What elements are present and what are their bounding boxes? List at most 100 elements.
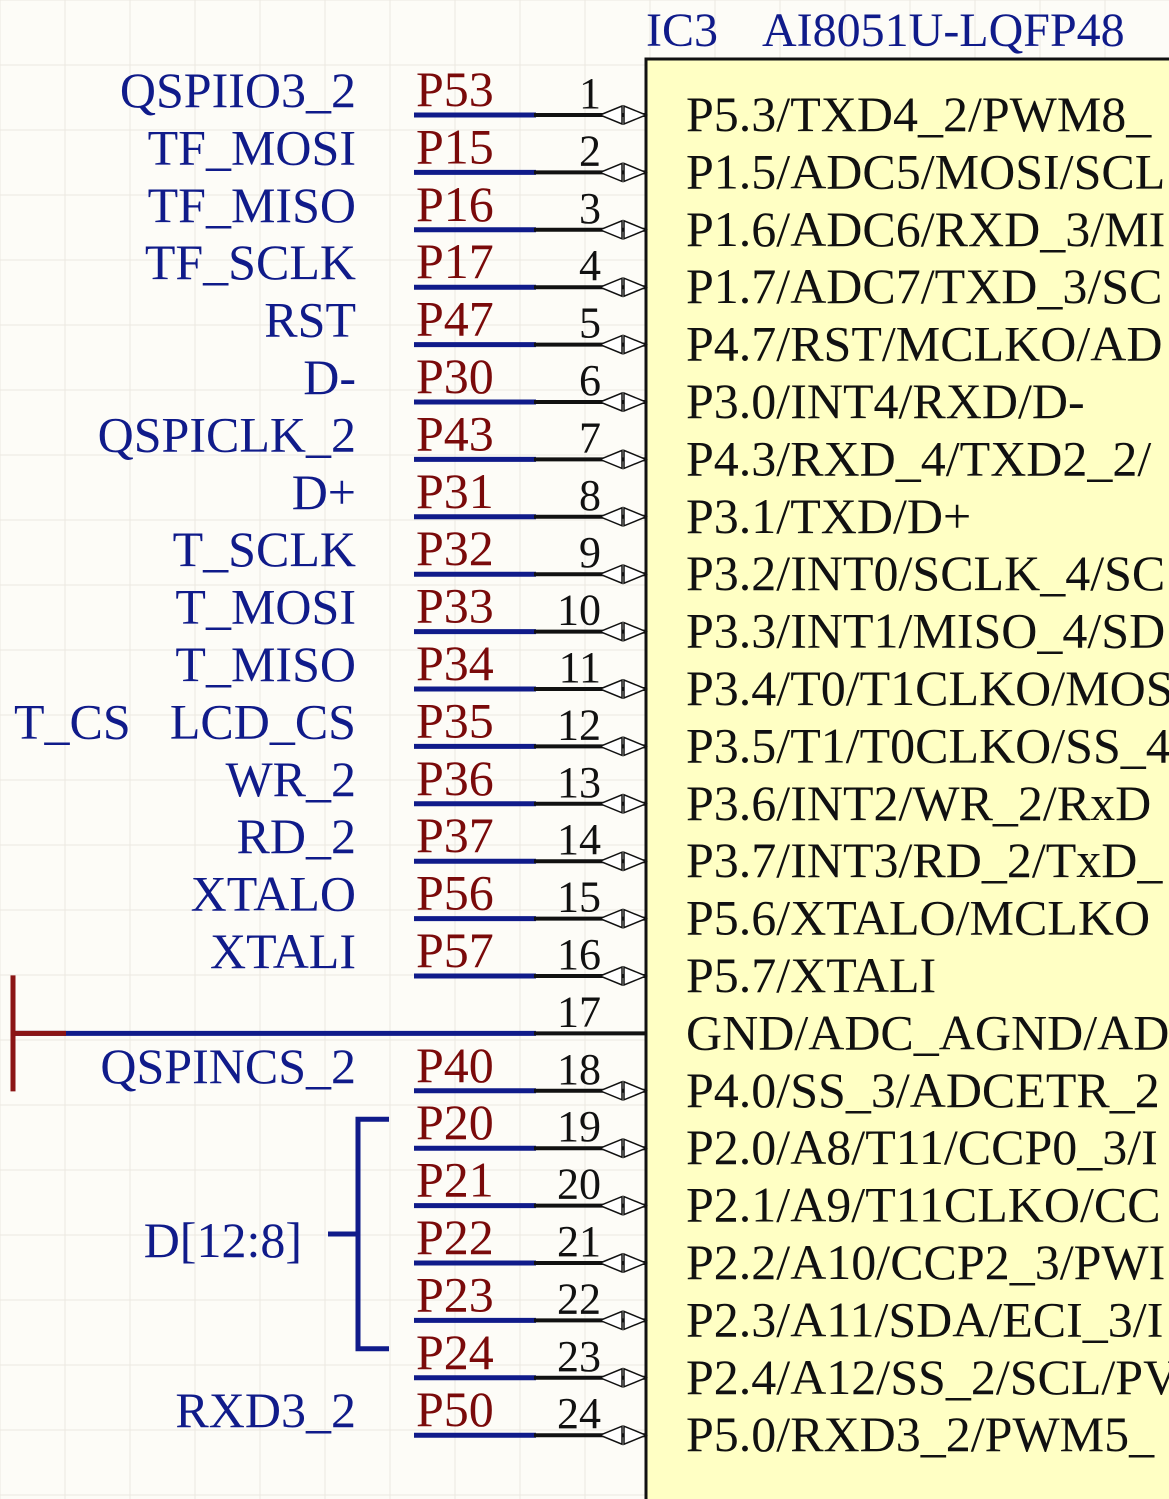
net-name[interactable]: P17 [416,233,494,289]
io-arrow-icon [598,1138,623,1159]
net-name[interactable]: P34 [416,635,494,691]
net-name[interactable]: P37 [416,807,494,863]
net-name[interactable]: P31 [416,463,494,519]
io-arrow-icon [598,564,623,585]
pin-number: 7 [579,413,601,462]
component-designator[interactable]: IC3 [646,4,718,57]
pin-function: P2.4/A12/SS_2/SCL/PV [686,1349,1169,1405]
pin-21[interactable]: 21 P22 P2.2/A10/CCP2_3/PWI [414,1209,1165,1290]
pin-14[interactable]: 14 P37 RD_2 P3.7/INT3/RD_2/TxD_ [237,807,1164,888]
pin-23[interactable]: 23 P24 P2.4/A12/SS_2/SCL/PV [414,1324,1169,1405]
pin-18[interactable]: 18 P40 QSPINCS_2 P4.0/SS_3/ADCETR_2 [100,1037,1159,1118]
net-label-extra[interactable]: T_CS [14,693,131,749]
io-arrow-icon [598,1252,623,1274]
net-name[interactable]: P33 [416,578,494,634]
pin-function: GND/ADC_AGND/AD [686,1004,1169,1060]
pin-6[interactable]: 6 P30 D- P3.0/INT4/RXD/D- [303,348,1084,429]
net-name[interactable]: P22 [416,1209,494,1265]
bus-label[interactable]: D[12:8] [144,1212,302,1268]
pin-12[interactable]: 12 P35 LCD_CS T_CS P3.5/T1/T0CLKO/SS_4 [14,692,1169,773]
io-arrow-icon [623,449,648,470]
net-label[interactable]: RST [264,292,356,348]
net-label[interactable]: TF_MISO [148,177,356,233]
net-name[interactable]: P30 [416,348,494,404]
gnd-power-port [10,975,66,1092]
io-arrow-icon [623,1195,648,1216]
pin-function: P3.6/INT2/WR_2/RxD [686,775,1151,831]
pin-5[interactable]: 5 P47 RST P4.7/RST/MCLKO/AD [264,291,1162,372]
pin-10[interactable]: 10 P33 T_MOSI P3.3/INT1/MISO_4/SD [175,578,1165,659]
io-arrow-icon [598,219,623,240]
pin-function: P3.3/INT1/MISO_4/SD [686,603,1165,659]
pin-number: 24 [557,1389,601,1438]
net-name[interactable]: P23 [416,1266,494,1322]
net-name[interactable]: P53 [416,61,494,117]
pin-1[interactable]: 1 P53 QSPIIO3_2 P5.3/TXD4_2/PWM8_ [120,61,1152,142]
net-name[interactable]: P57 [416,922,494,978]
net-label[interactable]: TF_SCLK [145,234,356,290]
pin-16[interactable]: 16 P57 XTALI P5.7/XTALI [210,922,936,1003]
pin-8[interactable]: 8 P31 D+ P3.1/TXD/D+ [292,463,971,544]
net-label[interactable]: T_SCLK [173,521,356,577]
net-label[interactable]: TF_MOSI [148,119,356,175]
pin-19[interactable]: 19 P20 P2.0/A8/T11/CCP0_3/I [414,1094,1158,1175]
net-name[interactable]: P16 [416,176,494,232]
pin-number: 6 [579,356,601,405]
net-name[interactable]: P20 [416,1094,494,1150]
pin-function: P5.3/TXD4_2/PWM8_ [686,86,1152,142]
net-name[interactable]: P35 [416,692,494,748]
net-label[interactable]: D- [303,349,356,405]
net-label[interactable]: XTALI [210,923,356,979]
net-label[interactable]: QSPIIO3_2 [120,62,356,118]
pin-22[interactable]: 22 P23 P2.3/A11/SDA/ECI_3/I [414,1266,1163,1347]
pin-17[interactable]: 17 GND/ADC_AGND/AD [12,987,1169,1060]
io-arrow-icon [623,965,648,987]
pin-2[interactable]: 2 P15 TF_MOSI P1.5/ADC5/MOSI/SCL [148,118,1166,199]
net-label[interactable]: QSPICLK_2 [98,406,356,462]
pin-9[interactable]: 9 P32 T_SCLK P3.2/INT0/SCLK_4/SC [173,520,1166,601]
io-arrow-icon [623,104,648,126]
net-name[interactable]: P24 [416,1324,494,1380]
net-label[interactable]: XTALO [191,866,356,922]
pin-3[interactable]: 3 P16 TF_MISO P1.6/ADC6/RXD_3/MI [148,176,1166,257]
pin-20[interactable]: 20 P21 P2.1/A9/T11CLKO/CC [414,1152,1161,1233]
pin-7[interactable]: 7 P43 QSPICLK_2 P4.3/RXD_4/TXD2_2/ [98,405,1152,486]
net-label[interactable]: WR_2 [225,751,356,807]
net-label[interactable]: QSPINCS_2 [100,1038,356,1094]
net-name[interactable]: P43 [416,405,494,461]
pin-4[interactable]: 4 P17 TF_SCLK P1.7/ADC7/TXD_3/SC [145,233,1163,314]
net-name[interactable]: P50 [416,1381,494,1437]
pin-11[interactable]: 11 P34 T_MISO P3.4/T0/T1CLKO/MOS [175,635,1169,716]
io-arrow-icon [623,793,648,814]
net-name[interactable]: P47 [416,291,494,347]
component-part-number[interactable]: AI8051U-LQFP48 [762,4,1125,57]
net-name[interactable]: P56 [416,865,494,921]
io-arrow-icon [623,908,648,929]
net-label[interactable]: D+ [292,464,356,520]
net-name[interactable]: P40 [416,1037,494,1093]
pin-function: P5.0/RXD3_2/PWM5_ [686,1406,1155,1462]
net-name[interactable]: P32 [416,520,494,576]
pin-number: 17 [557,987,601,1036]
net-name[interactable]: P15 [416,118,494,174]
bus-bracket[interactable] [355,1116,389,1352]
pin-function: P4.3/RXD_4/TXD2_2/ [686,430,1151,486]
io-arrow-icon [623,1252,648,1274]
net-label[interactable]: LCD_CS [170,693,356,749]
pin-function: P1.7/ADC7/TXD_3/SC [686,258,1162,314]
net-label[interactable]: RXD3_2 [175,1382,356,1438]
net-label[interactable]: RD_2 [237,808,356,864]
io-arrow-icon [623,277,648,298]
net-label[interactable]: T_MISO [175,636,356,692]
pin-number: 18 [557,1045,601,1094]
pin-number: 15 [557,873,601,922]
pin-number: 16 [557,930,601,979]
pin-24[interactable]: 24 P50 RXD3_2 P5.0/RXD3_2/PWM5_ [175,1381,1155,1462]
net-name[interactable]: P36 [416,750,494,806]
pin-15[interactable]: 15 P56 XTALO P5.6/XTALO/MCLKO [191,865,1150,946]
ic-body[interactable] [644,57,1169,1499]
net-name[interactable]: P21 [416,1152,494,1208]
pin-13[interactable]: 13 P36 WR_2 P3.6/INT2/WR_2/RxD [225,750,1151,831]
net-label[interactable]: T_MOSI [175,579,356,635]
